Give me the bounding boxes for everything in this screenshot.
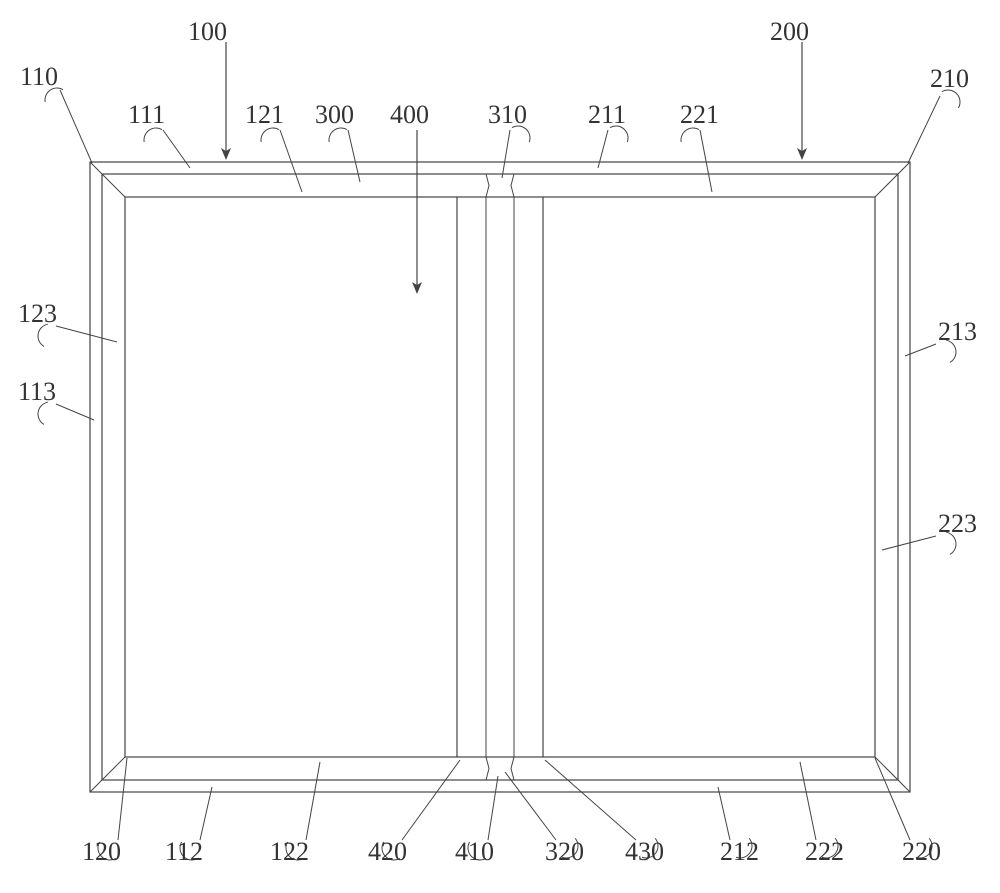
lead-110 xyxy=(60,90,92,163)
lead-310 xyxy=(502,130,510,178)
corner-diag_tr xyxy=(875,162,910,197)
lead-123 xyxy=(56,326,117,342)
label-120: 120 xyxy=(82,837,121,866)
lead-arc-111 xyxy=(144,128,162,142)
label-113: 113 xyxy=(18,377,56,406)
lead-221 xyxy=(700,130,712,192)
label-420: 420 xyxy=(368,837,407,866)
label-300: 300 xyxy=(315,100,354,129)
label-212: 212 xyxy=(720,837,759,866)
lead-223 xyxy=(882,536,936,550)
leader-lines xyxy=(38,88,960,860)
label-310: 310 xyxy=(488,100,527,129)
notch_bot-notch xyxy=(486,757,514,780)
patent-figure-diagram: 100 200 110 210 111 121 300 400 310 211 221 123 113 2… xyxy=(0,0,1000,893)
reference-labels: 100 200 110 210 111 121 300 400 310 211 221 123 113 2… xyxy=(18,17,977,866)
label-430: 430 xyxy=(625,837,664,866)
lead-220 xyxy=(875,758,910,840)
rect-middle xyxy=(102,174,898,780)
notch_top-notch xyxy=(486,174,514,197)
label-320: 320 xyxy=(545,837,584,866)
label-123: 123 xyxy=(18,299,57,328)
label-222: 222 xyxy=(805,837,844,866)
lead-320 xyxy=(505,772,556,840)
label-200: 200 xyxy=(770,17,809,46)
lead-arc-221 xyxy=(681,128,699,142)
rect-inner xyxy=(125,197,875,757)
corner-diag_br xyxy=(875,757,910,792)
lead-420 xyxy=(402,760,460,840)
label-111: 111 xyxy=(128,100,165,129)
lead-212 xyxy=(718,787,730,840)
label-400: 400 xyxy=(390,100,429,129)
label-112: 112 xyxy=(165,837,203,866)
lead-222 xyxy=(800,762,816,840)
lead-121 xyxy=(280,130,302,192)
lead-430 xyxy=(545,760,636,840)
label-211: 211 xyxy=(588,100,626,129)
label-121: 121 xyxy=(245,100,284,129)
lead-arc-300 xyxy=(329,128,347,142)
lead-410 xyxy=(488,776,498,840)
corner-diag_bl xyxy=(90,757,125,792)
lead-122 xyxy=(306,762,320,840)
label-110: 110 xyxy=(20,62,58,91)
rect-outer xyxy=(90,162,910,792)
frame-geometry xyxy=(90,162,910,792)
label-213: 213 xyxy=(938,317,977,346)
lead-113 xyxy=(56,404,94,420)
label-122: 122 xyxy=(270,837,309,866)
label-220: 220 xyxy=(902,837,941,866)
label-210: 210 xyxy=(930,64,969,93)
label-223: 223 xyxy=(938,509,977,538)
label-221: 221 xyxy=(680,100,719,129)
label-410: 410 xyxy=(455,837,494,866)
lead-112 xyxy=(200,787,212,840)
corner-diag_tl xyxy=(90,162,125,197)
lead-120 xyxy=(118,758,127,840)
label-100: 100 xyxy=(188,17,227,46)
lead-210 xyxy=(908,96,940,163)
lead-arc-121 xyxy=(261,128,279,142)
